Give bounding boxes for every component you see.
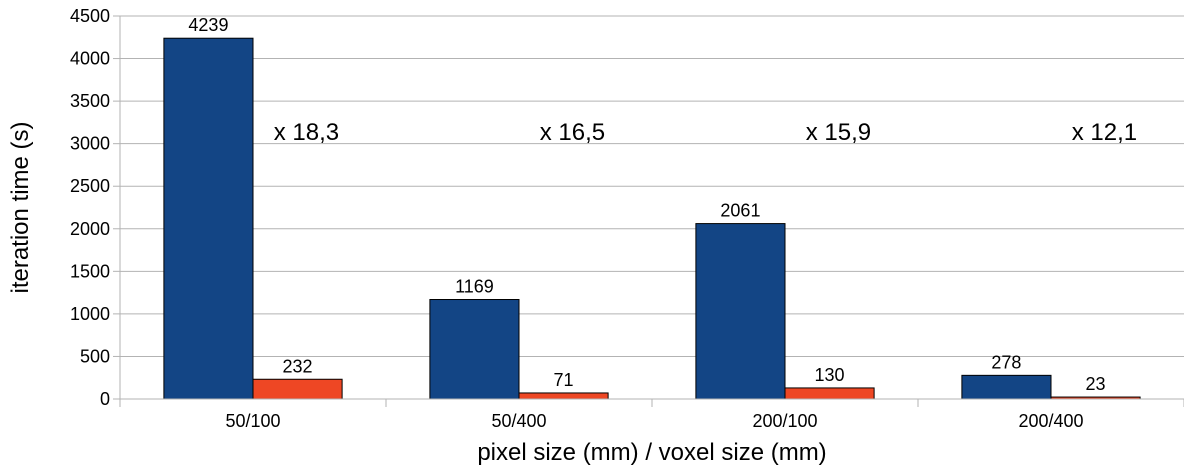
y-tick-label: 0 [100, 389, 110, 409]
y-tick-label: 3000 [70, 134, 110, 154]
y-axis-title: iteration time (s) [7, 121, 34, 293]
x-tick-label: 200/100 [752, 411, 817, 431]
ratio-label: x 15,9 [806, 119, 871, 146]
data-label: 4239 [188, 15, 228, 35]
data-label: 23 [1086, 374, 1106, 394]
bar-series-1 [961, 374, 1052, 400]
y-tick-label: 1000 [70, 304, 110, 324]
ratio-labels: x 18,3 x 16,5 x 15,9 x 12,1 [274, 119, 1137, 146]
y-tick-label: 3500 [70, 91, 110, 111]
ratio-label: x 12,1 [1072, 119, 1137, 146]
bars [163, 37, 1141, 400]
y-tick-label: 4000 [70, 49, 110, 69]
data-label: 232 [283, 356, 313, 376]
data-label: 130 [815, 365, 845, 385]
y-tick-label: 2000 [70, 219, 110, 239]
y-axis-ticks: 0 500 1000 1500 2000 2500 3000 3500 4000 4500 [70, 6, 120, 409]
data-label: 278 [991, 352, 1021, 372]
x-axis-title: pixel size (mm) / voxel size (mm) [477, 439, 826, 466]
bar-series-2 [252, 378, 343, 400]
bar-series-1 [429, 299, 520, 400]
ratio-label: x 18,3 [274, 119, 339, 146]
bar-series-1 [163, 37, 254, 400]
bar-series-1 [695, 223, 786, 400]
x-axis-ticks: 50/100 50/400 200/100 200/400 [119, 399, 1184, 431]
y-tick-label: 2500 [70, 176, 110, 196]
x-tick-label: 50/400 [491, 411, 546, 431]
y-tick-label: 1500 [70, 261, 110, 281]
bar-series-2 [784, 387, 875, 400]
data-label: 1169 [455, 277, 494, 297]
data-label: 2061 [720, 201, 760, 221]
ratio-label: x 16,5 [540, 119, 605, 146]
x-tick-label: 200/400 [1018, 411, 1083, 431]
data-labels: 4239 232 1169 71 2061 130 278 23 [188, 15, 1105, 394]
y-tick-label: 4500 [70, 6, 110, 26]
gridlines [120, 15, 1184, 400]
bar-series-2 [518, 392, 609, 400]
y-tick-label: 500 [80, 346, 110, 366]
data-label: 71 [554, 370, 574, 390]
x-tick-label: 50/100 [225, 411, 280, 431]
